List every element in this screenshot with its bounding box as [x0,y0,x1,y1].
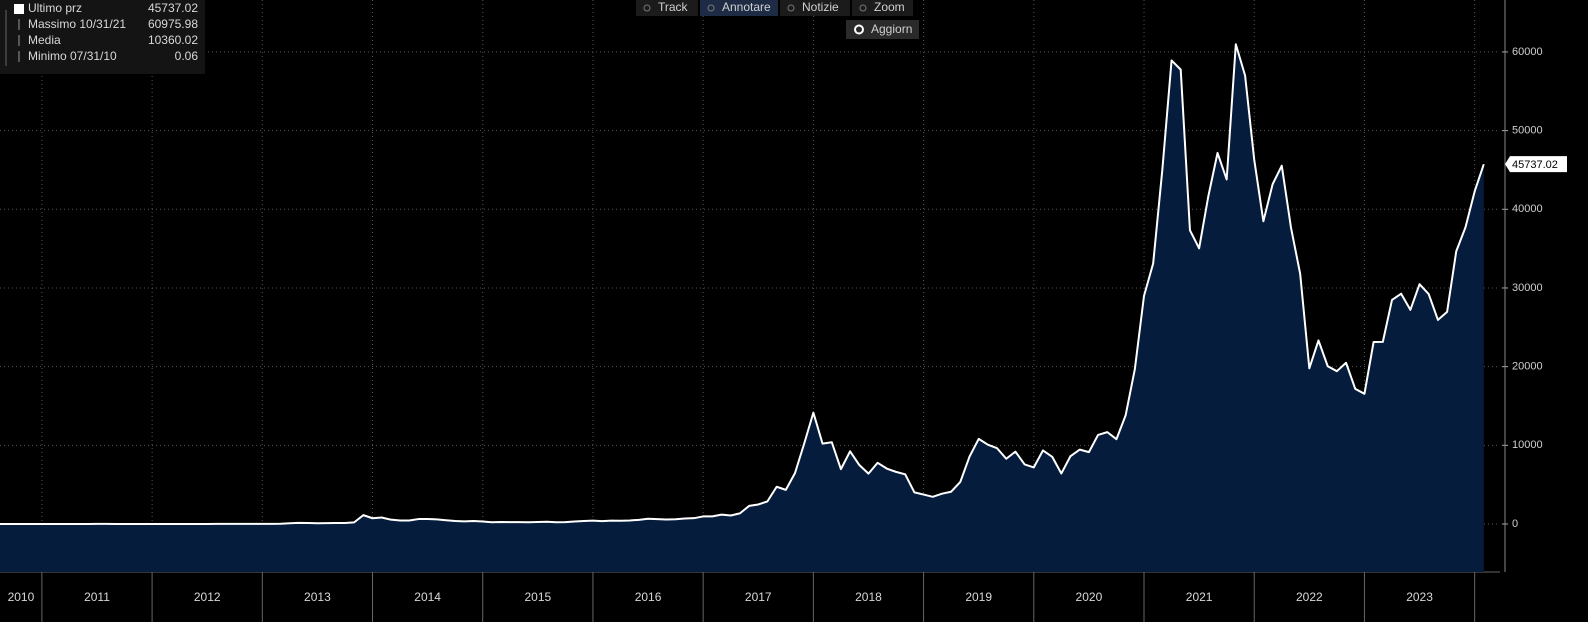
x-tick-label: 2018 [855,590,882,604]
y-tick-label: 30000 [1512,282,1543,294]
refresh-button[interactable] [846,20,919,39]
toolbar-button[interactable] [700,0,778,16]
x-tick-label: 2021 [1186,590,1213,604]
last-value-tag [1505,156,1567,173]
x-tick-label: 2015 [524,590,551,604]
stat-value: 10360.02 [148,33,198,47]
x-tick-label: 2011 [84,590,110,604]
x-tick-label: 2013 [304,590,331,604]
x-tick-label: 2016 [635,590,662,604]
x-tick-label: 2022 [1296,590,1323,604]
y-tick-label: 10000 [1512,439,1543,451]
toolbar-button[interactable] [636,0,698,16]
legend-swatch [14,4,24,14]
y-tick-label: 0 [1512,518,1518,530]
stat-label: Ultimo prz [28,1,82,15]
stat-value: 0.06 [175,49,199,63]
toolbar-icon [859,4,867,12]
x-tick-label: 2019 [965,590,992,604]
toolbar-icon [643,4,651,12]
stat-label: Minimo 07/31/10 [28,49,117,63]
refresh-icon [854,24,864,35]
x-tick-label: 2010 [8,590,35,604]
refresh-label: Aggiorn [871,22,912,36]
last-value-label: 45737.02 [1512,159,1558,171]
x-tick-label: 2020 [1076,590,1103,604]
toolbar-label: Zoom [874,0,905,14]
x-tick-label: 2023 [1406,590,1433,604]
toolbar-label: Notizie [802,0,839,14]
toolbar-icon [787,4,795,12]
y-tick-label: 50000 [1512,125,1543,137]
line [0,43,1485,526]
y-tick-label: 40000 [1512,203,1543,215]
stats-box [0,0,205,74]
y-tick-label: 20000 [1512,361,1543,373]
x-tick-label: 2014 [414,590,441,604]
y-tick-label: 60000 [1512,46,1543,58]
stat-value: 60975.98 [148,17,198,31]
toolbar-button[interactable] [852,0,913,16]
toolbar-label: Annotare [722,0,771,14]
stat-value: 45737.02 [148,1,198,15]
x-tick-label: 2012 [194,590,221,604]
stat-label: Massimo 10/31/21 [28,17,126,31]
toolbar-icon [707,4,715,12]
overlay: Ultimo prz 45737.02 Massimo 10/31/21 60975.… [0,0,919,74]
area [0,44,1484,572]
toolbar-label: Track [658,0,689,14]
toolbar-button[interactable] [780,0,850,16]
x-tick-label: 2017 [745,590,772,604]
stat-label: Media [28,33,61,47]
